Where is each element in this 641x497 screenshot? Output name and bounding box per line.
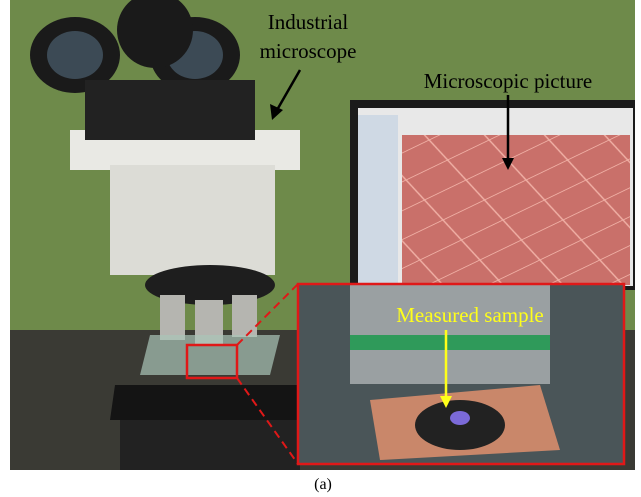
microscopic-grid <box>402 135 630 285</box>
binocular-tube <box>85 80 255 140</box>
figure: Industrial microscope Microscopic pictur… <box>0 0 641 497</box>
caption: (a) <box>314 476 332 493</box>
microscope-base <box>120 420 300 470</box>
objective-closeup <box>350 284 550 384</box>
objective <box>160 295 185 340</box>
software-toolbar <box>358 115 398 285</box>
microscope-body <box>110 165 275 275</box>
label: Measured sample <box>396 303 544 327</box>
label: microscope <box>260 39 357 63</box>
label: Industrial <box>268 10 349 34</box>
eyepiece-lens <box>47 31 103 79</box>
sample-light <box>450 411 470 425</box>
glass-slide <box>140 335 280 375</box>
stage <box>110 385 300 420</box>
objective <box>232 295 257 337</box>
label: Microscopic picture <box>424 69 593 93</box>
page: Industrial microscope Microscopic pictur… <box>0 0 641 497</box>
objective-green-ring <box>350 335 550 350</box>
